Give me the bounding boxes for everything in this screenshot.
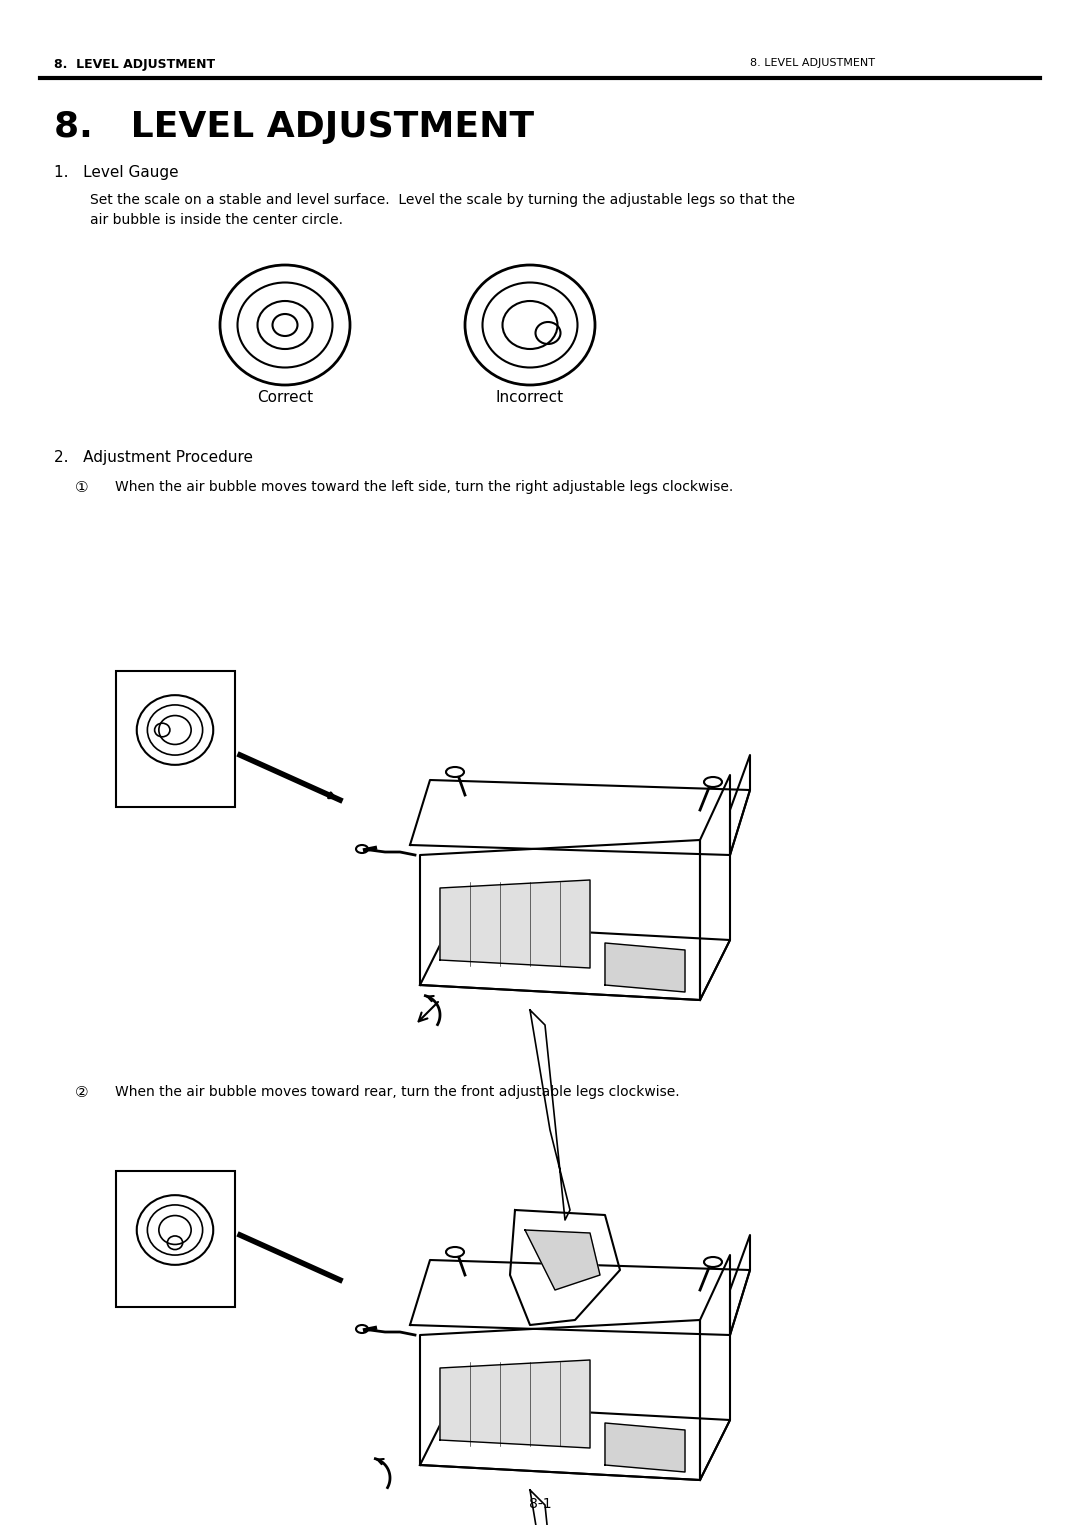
Text: 8.   LEVEL ADJUSTMENT: 8. LEVEL ADJUSTMENT [54, 110, 535, 143]
Polygon shape [420, 1321, 700, 1479]
Text: ②: ② [75, 1084, 89, 1100]
Text: Incorrect: Incorrect [496, 390, 564, 406]
FancyBboxPatch shape [116, 671, 234, 807]
Text: 8.  LEVEL ADJUSTMENT: 8. LEVEL ADJUSTMENT [54, 58, 215, 72]
Ellipse shape [704, 778, 723, 787]
Polygon shape [420, 1405, 730, 1479]
FancyArrowPatch shape [419, 1002, 438, 1022]
Ellipse shape [704, 1257, 723, 1267]
FancyBboxPatch shape [116, 1171, 234, 1307]
Polygon shape [605, 942, 685, 991]
Text: 1.   Level Gauge: 1. Level Gauge [54, 165, 178, 180]
Polygon shape [700, 775, 730, 1000]
Polygon shape [440, 880, 590, 968]
Text: When the air bubble moves toward the left side, turn the right adjustable legs c: When the air bubble moves toward the lef… [114, 480, 733, 494]
Text: 8. LEVEL ADJUSTMENT: 8. LEVEL ADJUSTMENT [750, 58, 875, 69]
Polygon shape [440, 1360, 590, 1449]
Polygon shape [420, 840, 700, 1000]
Text: 8-1: 8-1 [529, 1498, 551, 1511]
Polygon shape [605, 1423, 685, 1472]
Polygon shape [510, 1209, 620, 1325]
Polygon shape [525, 1231, 600, 1290]
Text: ①: ① [75, 480, 89, 496]
Text: Set the scale on a stable and level surface.  Level the scale by turning the adj: Set the scale on a stable and level surf… [90, 194, 795, 227]
Polygon shape [700, 1255, 730, 1479]
Polygon shape [730, 1235, 750, 1334]
Text: 2.   Adjustment Procedure: 2. Adjustment Procedure [54, 450, 253, 465]
Polygon shape [420, 926, 730, 1000]
Polygon shape [410, 779, 750, 856]
Ellipse shape [446, 767, 464, 778]
Polygon shape [410, 1260, 750, 1334]
Text: When the air bubble moves toward rear, turn the front adjustable legs clockwise.: When the air bubble moves toward rear, t… [114, 1084, 679, 1100]
Polygon shape [530, 1010, 570, 1220]
Polygon shape [530, 1490, 570, 1525]
Polygon shape [730, 755, 750, 856]
Text: Correct: Correct [257, 390, 313, 406]
Ellipse shape [446, 1247, 464, 1257]
